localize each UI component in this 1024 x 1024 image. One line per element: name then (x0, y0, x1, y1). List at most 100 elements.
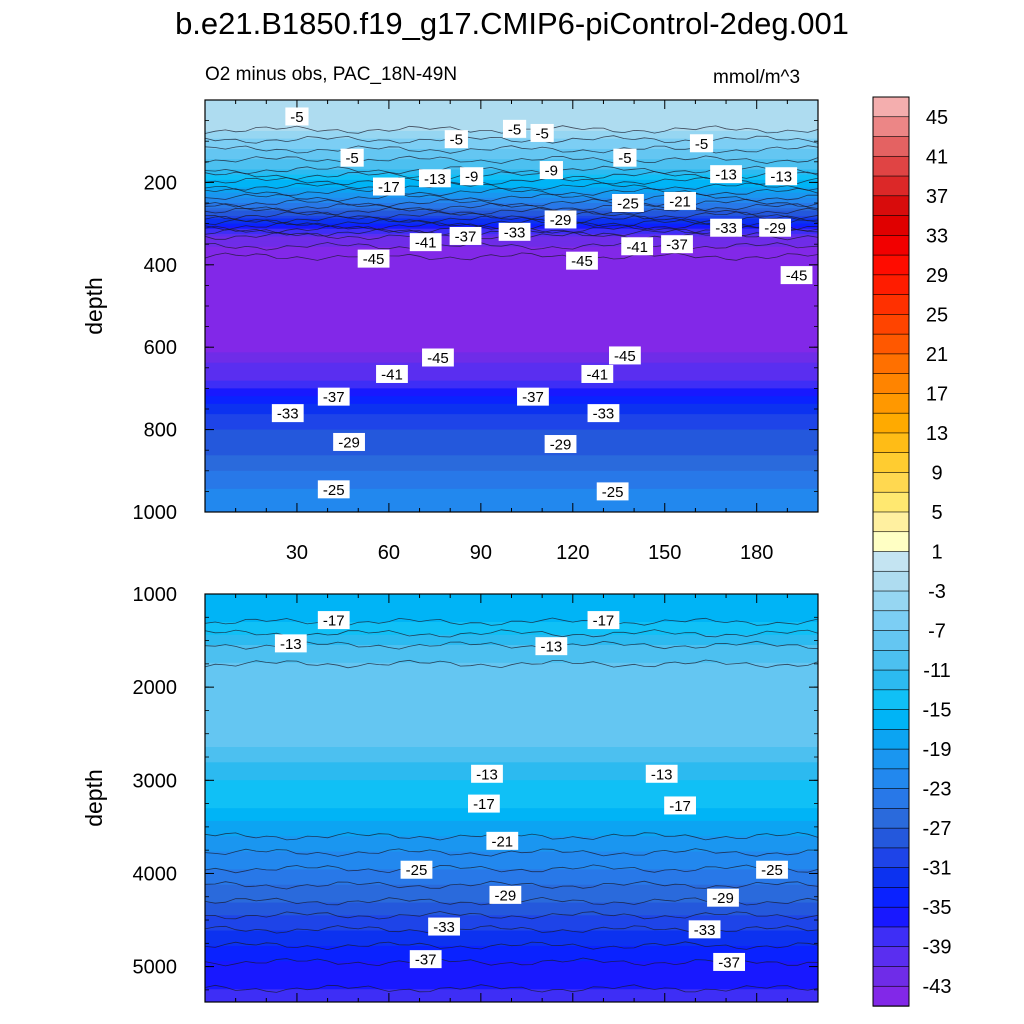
contour-band (205, 963, 818, 968)
colorbar-swatch (872, 729, 910, 750)
contour-band (205, 856, 818, 861)
contour-label-text: -9 (545, 163, 558, 180)
contour-label-box (664, 796, 696, 815)
contour-label-box (400, 860, 433, 879)
contour-band (205, 726, 818, 731)
contour-band (205, 213, 818, 218)
contour-label-text: -13 (541, 639, 563, 656)
contour-band (205, 629, 818, 634)
colorbar-swatch (872, 946, 910, 968)
colorbar-label: -3 (928, 581, 946, 603)
colorbar-swatch (872, 590, 910, 612)
contour-band (205, 693, 818, 698)
colorbar: 45 41 37 33 29 25 21 17 13 9 5 1 -3 -7 -11 -15 -19 -23 -27… (872, 96, 952, 1007)
contour-label-text: -37 (522, 389, 544, 406)
contour-band (205, 365, 818, 369)
contour-label-text: -29 (712, 890, 734, 907)
contour-band (205, 375, 818, 380)
contour-band (205, 308, 818, 313)
contour-band (205, 496, 818, 501)
contour-label: -5 (285, 107, 309, 126)
contour-band (205, 138, 818, 143)
contour-band (205, 501, 818, 506)
contour-band (205, 344, 818, 349)
contour-label: -17 (317, 611, 350, 630)
contour-label-box (756, 860, 788, 879)
contour-band (205, 734, 818, 738)
contour-label: -13 (645, 764, 678, 783)
contour-label: -41 (621, 237, 654, 256)
contour-label: -25 (756, 860, 788, 879)
contour-band (205, 179, 818, 184)
x-tick-label: 180 (740, 542, 773, 564)
contour-band (205, 616, 818, 621)
contour-label-box (317, 387, 350, 406)
contour-band (205, 326, 818, 331)
contour-label-text: -13 (770, 169, 792, 186)
colorbar-swatch (872, 155, 910, 177)
contour-label-text: -21 (491, 833, 513, 850)
contour-band (205, 257, 818, 261)
contour-band (205, 721, 818, 726)
colorbar-swatch (872, 748, 910, 770)
contour-label-box (422, 348, 454, 367)
colorbar-swatch (872, 235, 910, 256)
contour-label-box (373, 177, 405, 196)
contour-band (205, 473, 818, 478)
contour-band (205, 787, 818, 792)
contour-band (205, 450, 818, 454)
contour-label: -25 (317, 480, 350, 499)
contour-label-text: -13 (476, 766, 498, 783)
contour-label: -29 (759, 218, 791, 237)
contour-label-box (566, 251, 598, 270)
contour-label: -13 (418, 169, 451, 188)
contour-label: -5 (613, 148, 637, 167)
contour-band (205, 688, 818, 693)
contour-band (205, 657, 818, 662)
colorbar-swatch (872, 274, 910, 296)
contour-band (205, 920, 818, 925)
contour-band (205, 388, 818, 393)
contour-band (205, 300, 818, 305)
colorbar-swatch (872, 136, 910, 157)
contour-line (205, 848, 818, 857)
y-axis-label: depth (81, 277, 107, 335)
colorbar-swatch (872, 570, 910, 592)
contour-band (205, 711, 818, 716)
contour-band (205, 675, 818, 680)
contour-band (205, 259, 818, 264)
contour-band (205, 303, 818, 308)
contour-band (205, 871, 818, 876)
contour-band (205, 989, 818, 993)
contour-label-text: -5 (535, 125, 548, 142)
contour-band (205, 759, 818, 764)
contour-band (205, 696, 818, 700)
contour-label-text: -17 (473, 796, 495, 813)
colorbar-label: -31 (923, 858, 952, 880)
contour-band (205, 362, 818, 367)
contour-band (205, 115, 818, 120)
contour-band (205, 938, 818, 942)
contour-band (205, 767, 818, 772)
contour-label-text: -33 (694, 922, 716, 939)
contour-band (205, 874, 818, 879)
contour-label-box (409, 950, 442, 969)
contour-band (205, 958, 818, 963)
contour-label-text: -21 (669, 193, 691, 210)
contour-label-box (460, 167, 484, 186)
units-label: mmol/m^3 (713, 67, 801, 88)
contour-band (205, 902, 818, 907)
contour-band (205, 736, 818, 741)
colorbar-swatch (872, 610, 910, 632)
contour-band (205, 334, 818, 339)
contour-band (205, 961, 818, 965)
contour-band (205, 264, 818, 269)
y-tick-label: 1000 (133, 584, 178, 606)
contour-label: -25 (596, 482, 629, 501)
contour-band (205, 673, 818, 677)
contour-label-text: -33 (593, 406, 615, 423)
contour-label-box (587, 611, 620, 630)
contour-label-text: -45 (427, 350, 449, 367)
colorbar-swatch (872, 373, 910, 395)
contour-band (205, 747, 818, 751)
